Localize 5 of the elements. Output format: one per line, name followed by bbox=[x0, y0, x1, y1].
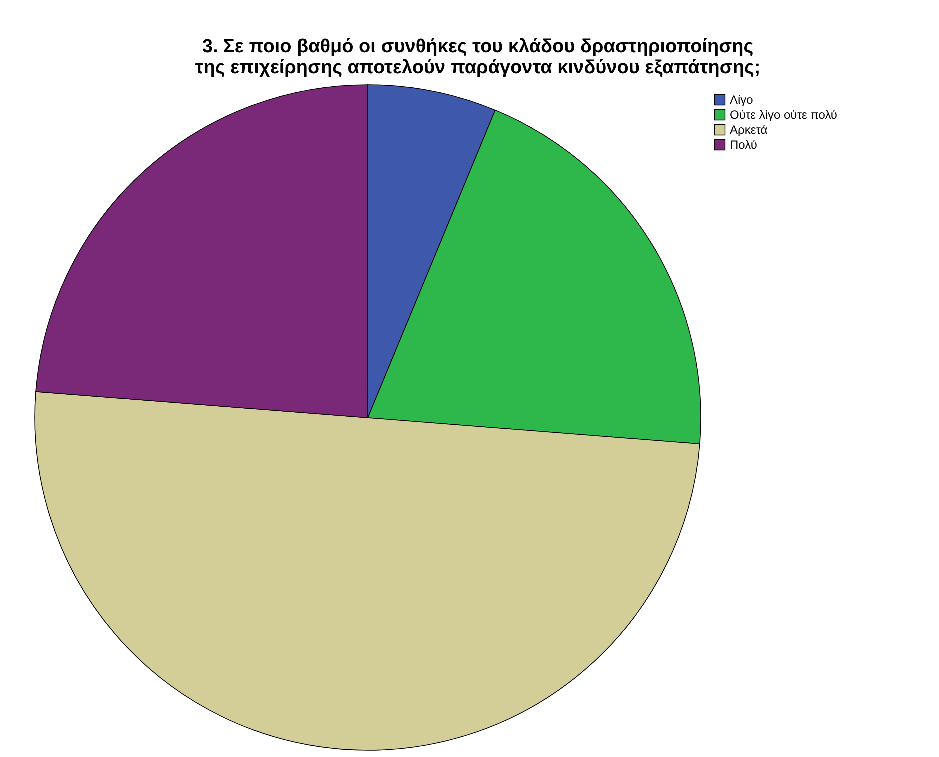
legend-label: Αρκετά bbox=[730, 123, 768, 137]
legend-label: Πολύ bbox=[730, 138, 758, 152]
chart-title: 3. Σε ποιο βαθμό οι συνθήκες του κλάδου δραστηριοποίησης της επιχείρησης αποτελούν παράγοντα κινδύνου εξαπάτησης; bbox=[195, 36, 761, 78]
legend-label: Ούτε λίγο ούτε πολύ bbox=[730, 108, 838, 122]
legend-label: Λίγο bbox=[730, 93, 754, 107]
